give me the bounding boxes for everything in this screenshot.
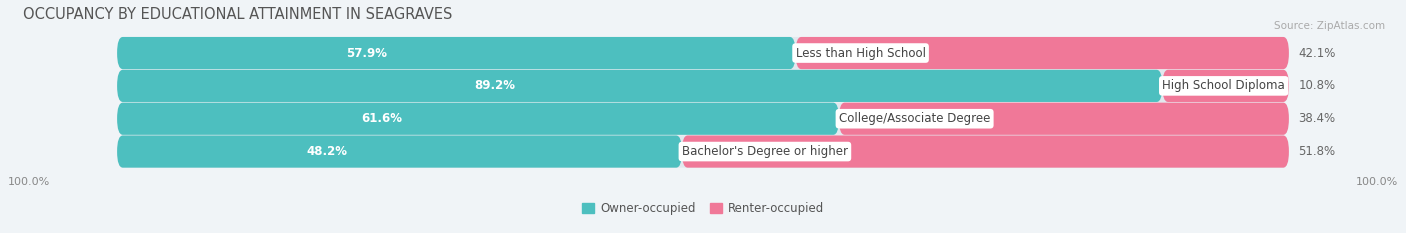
FancyBboxPatch shape [117,103,839,135]
FancyBboxPatch shape [117,70,1163,102]
Text: Less than High School: Less than High School [796,47,925,60]
Text: Source: ZipAtlas.com: Source: ZipAtlas.com [1274,21,1385,31]
Text: 51.8%: 51.8% [1298,145,1336,158]
FancyBboxPatch shape [839,103,1289,135]
Text: OCCUPANCY BY EDUCATIONAL ATTAINMENT IN SEAGRAVES: OCCUPANCY BY EDUCATIONAL ATTAINMENT IN S… [24,7,453,22]
Text: 42.1%: 42.1% [1298,47,1336,60]
Text: High School Diploma: High School Diploma [1163,79,1285,92]
Text: Bachelor's Degree or higher: Bachelor's Degree or higher [682,145,848,158]
Text: 10.8%: 10.8% [1298,79,1336,92]
FancyBboxPatch shape [117,135,1289,168]
FancyBboxPatch shape [117,37,796,69]
Text: 57.9%: 57.9% [346,47,387,60]
FancyBboxPatch shape [682,135,1289,168]
Text: 89.2%: 89.2% [474,79,515,92]
FancyBboxPatch shape [1163,70,1289,102]
FancyBboxPatch shape [117,103,1289,135]
FancyBboxPatch shape [796,37,1289,69]
Text: 61.6%: 61.6% [361,112,402,125]
Text: 38.4%: 38.4% [1298,112,1336,125]
FancyBboxPatch shape [117,70,1289,102]
Text: 48.2%: 48.2% [307,145,347,158]
FancyBboxPatch shape [117,37,1289,69]
Legend: Owner-occupied, Renter-occupied: Owner-occupied, Renter-occupied [582,202,824,215]
Text: College/Associate Degree: College/Associate Degree [839,112,990,125]
FancyBboxPatch shape [117,135,682,168]
